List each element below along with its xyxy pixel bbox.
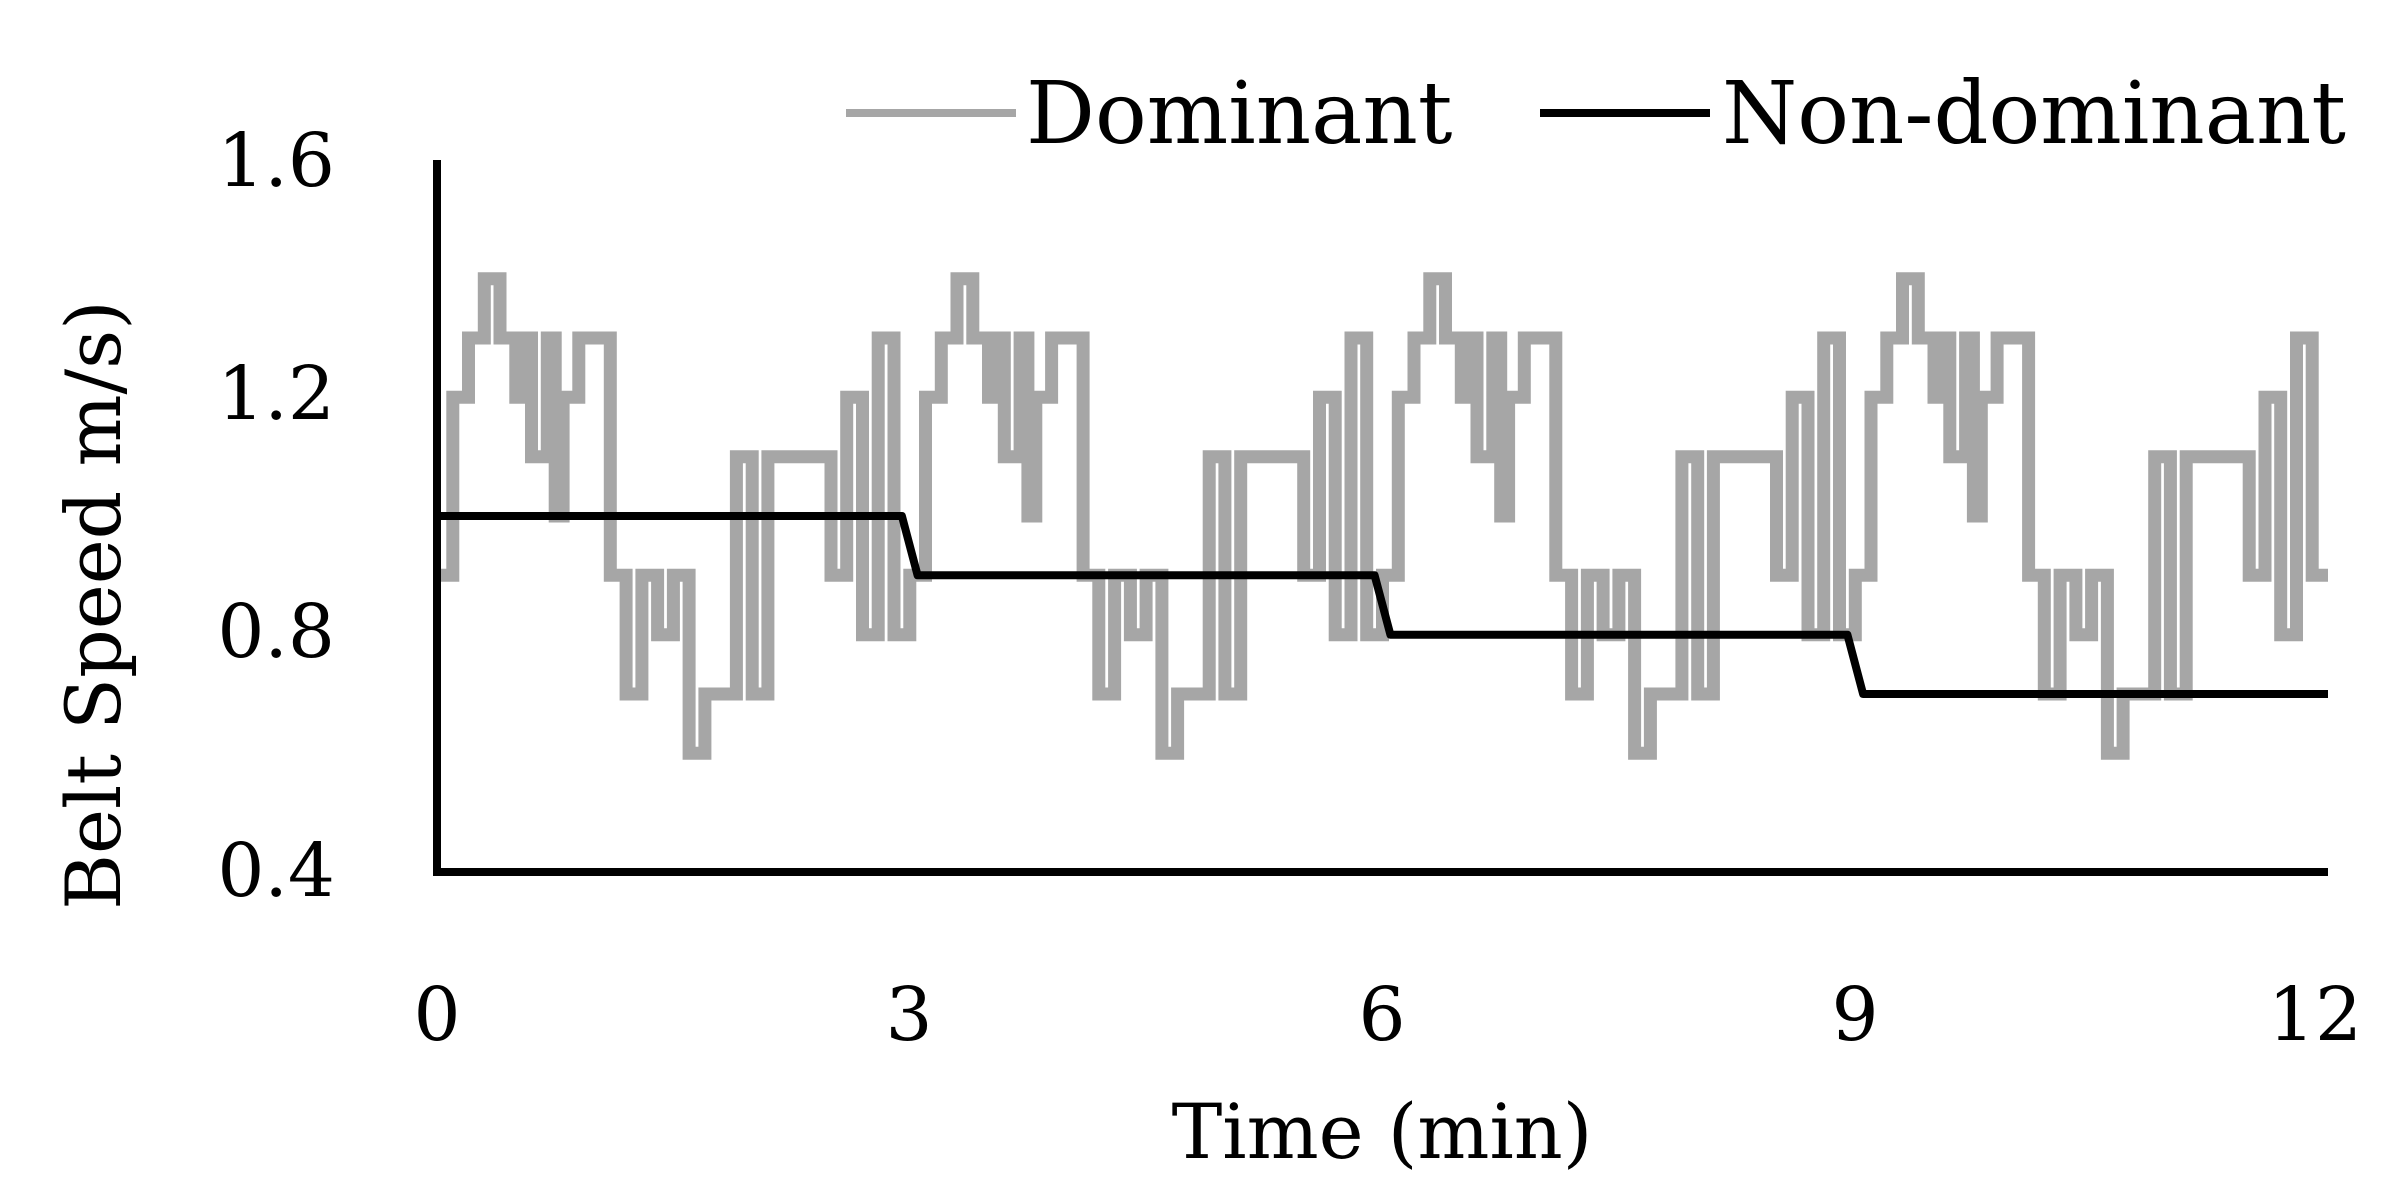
y-tick-label: 1.2 — [217, 351, 335, 437]
series-line-non-dominant — [437, 512, 2328, 698]
y-tick-label: 1.6 — [217, 118, 335, 204]
legend: Dominant Non-dominant — [846, 64, 2346, 164]
x-tick-label: 0 — [413, 972, 460, 1058]
x-axis-title: Time (min) — [1172, 1087, 1593, 1176]
x-tick-label: 9 — [1831, 972, 1878, 1058]
x-tick-labels: 0 3 6 9 12 — [413, 972, 2362, 1058]
legend-label-non-dominant: Non-dominant — [1722, 64, 2346, 164]
y-tick-labels: 0.4 0.8 1.2 1.6 — [217, 118, 335, 914]
y-axis-title: Belt Speed m/s) — [49, 300, 138, 910]
legend-label-dominant: Dominant — [1026, 64, 1452, 164]
y-tick-label: 0.8 — [217, 589, 335, 675]
x-tick-label: 6 — [1358, 972, 1405, 1058]
x-tick-label: 3 — [885, 972, 932, 1058]
plot-area — [437, 272, 2328, 760]
x-tick-label: 12 — [2268, 972, 2362, 1058]
y-tick-label: 0.4 — [217, 828, 335, 914]
